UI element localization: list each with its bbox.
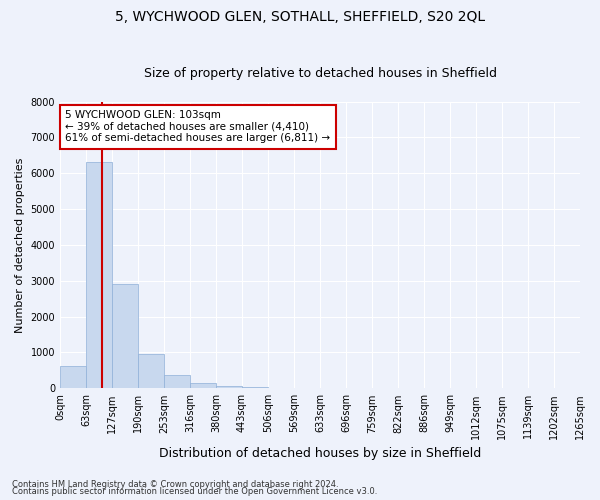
Y-axis label: Number of detached properties: Number of detached properties bbox=[15, 157, 25, 332]
Bar bbox=[164, 375, 190, 388]
Bar bbox=[138, 354, 164, 388]
Bar bbox=[216, 386, 242, 388]
Text: 5 WYCHWOOD GLEN: 103sqm
← 39% of detached houses are smaller (4,410)
61% of semi: 5 WYCHWOOD GLEN: 103sqm ← 39% of detache… bbox=[65, 110, 331, 144]
X-axis label: Distribution of detached houses by size in Sheffield: Distribution of detached houses by size … bbox=[159, 447, 481, 460]
Bar bbox=[60, 366, 86, 388]
Text: 5, WYCHWOOD GLEN, SOTHALL, SHEFFIELD, S20 2QL: 5, WYCHWOOD GLEN, SOTHALL, SHEFFIELD, S2… bbox=[115, 10, 485, 24]
Bar bbox=[242, 387, 268, 388]
Text: Contains public sector information licensed under the Open Government Licence v3: Contains public sector information licen… bbox=[12, 487, 377, 496]
Bar bbox=[112, 284, 138, 389]
Title: Size of property relative to detached houses in Sheffield: Size of property relative to detached ho… bbox=[143, 66, 497, 80]
Bar bbox=[190, 383, 216, 388]
Text: Contains HM Land Registry data © Crown copyright and database right 2024.: Contains HM Land Registry data © Crown c… bbox=[12, 480, 338, 489]
Bar bbox=[86, 162, 112, 388]
